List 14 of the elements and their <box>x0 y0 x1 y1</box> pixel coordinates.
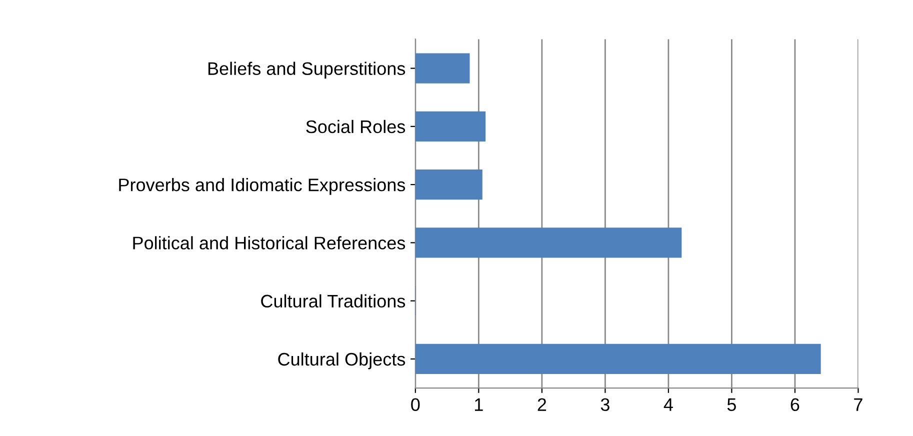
y-tick-label: Beliefs and Superstitions <box>208 62 406 79</box>
x-tick-label: 7 <box>854 398 862 411</box>
x-tick-label: 1 <box>475 398 483 411</box>
x-tick-label: 3 <box>600 398 610 412</box>
y-tick-label: Proverbs and Idiomatic Expressions <box>119 178 406 195</box>
y-tick-label: Cultural Traditions <box>261 294 406 308</box>
x-tick-label: 5 <box>727 398 736 412</box>
x-tick-label: 2 <box>538 398 546 411</box>
x-tick-label: 6 <box>790 398 800 412</box>
y-tick-label: Cultural Objects <box>278 352 406 370</box>
x-tick-label: 4 <box>664 398 673 411</box>
x-tick-label: 0 <box>411 398 420 412</box>
y-tick-label: Political and Historical References <box>133 236 406 250</box>
y-tick-label: Social Roles <box>306 120 406 134</box>
